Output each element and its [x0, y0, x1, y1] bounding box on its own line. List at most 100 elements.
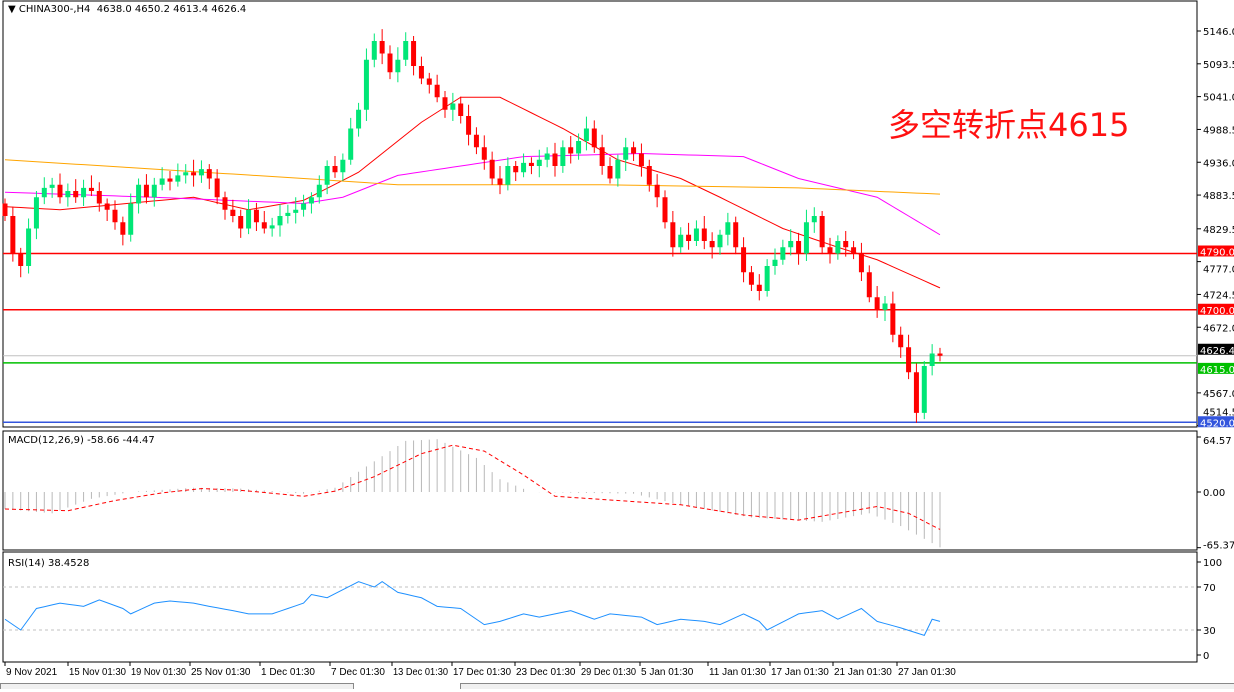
candle-body [206, 169, 212, 179]
price-tick-label: 4567.0 [1203, 389, 1234, 400]
level-tag [1198, 245, 1234, 257]
candle-body [536, 159, 542, 166]
candle-body [395, 59, 401, 73]
candle-body [764, 266, 770, 291]
candle-body [544, 153, 550, 160]
candle-body [913, 372, 919, 413]
candle-body [858, 253, 864, 273]
macd-panel [2, 430, 1198, 551]
candle-body [253, 209, 259, 223]
candle-body [96, 191, 102, 204]
date-tick-label: 23 Dec 01:30 [516, 667, 576, 678]
candle-body [356, 109, 362, 129]
bottom-tab[interactable] [0, 683, 354, 689]
candle-body [654, 184, 660, 198]
candle-body [316, 184, 322, 198]
candle-body [686, 234, 692, 241]
candle-body [387, 53, 393, 73]
candle-body [528, 162, 534, 166]
candle-body [741, 247, 747, 273]
candle-body [576, 141, 582, 154]
candle-body [670, 222, 676, 248]
price-tick-label: 5041.0 [1203, 93, 1234, 104]
candle-body [175, 175, 181, 182]
candle-body [198, 169, 204, 176]
candle-body [104, 203, 110, 210]
price-tick-label: 5093.5 [1203, 60, 1234, 71]
candle-body [772, 259, 778, 266]
candle-body [143, 184, 149, 198]
rsi-tick-label: 100 [1203, 558, 1222, 569]
price-tick-label: 4672.0 [1203, 323, 1234, 334]
candle-body [811, 216, 817, 223]
candle-body [929, 353, 935, 366]
rsi-tick-label: 0 [1203, 651, 1209, 662]
candle-body [874, 297, 880, 310]
candle-body [882, 303, 888, 310]
candle-body [128, 203, 134, 235]
price-tick-label: 4883.5 [1203, 191, 1234, 202]
symbol: CHINA300-,H4 [18, 4, 91, 15]
candle-body [599, 147, 605, 166]
candle-body [748, 272, 754, 285]
candle-body [33, 197, 39, 229]
candle-body [717, 234, 723, 248]
date-tick-label: 25 Nov 01:30 [191, 667, 251, 678]
candle-body [88, 187, 94, 191]
price-tick-label: 5146.0 [1203, 27, 1234, 38]
candle-body [843, 241, 849, 248]
candle-body [167, 178, 173, 182]
date-tick-label: 11 Jan 01:30 [709, 667, 766, 678]
candle-body [591, 128, 597, 148]
candle-body [332, 166, 338, 173]
candle-body [403, 41, 409, 60]
candle-body [709, 241, 715, 248]
candle-body [363, 59, 369, 110]
price-tick-label: 4514.5 [1203, 408, 1234, 419]
date-tick-label: 1 Dec 01:30 [261, 667, 315, 678]
candle-body [481, 147, 487, 160]
candle-body [866, 272, 872, 298]
candle-body [623, 147, 629, 160]
candle-body [269, 225, 275, 229]
candle-body [701, 228, 707, 241]
candle-body [324, 166, 330, 185]
candle-body [308, 197, 314, 204]
date-tick-label: 19 Nov 01:30 [131, 667, 186, 678]
macd-tick-label: 64.57 [1203, 436, 1232, 447]
date-tick-label: 9 Nov 2021 [6, 667, 58, 678]
candle-body [505, 166, 511, 185]
bottom-tab[interactable] [460, 683, 1234, 689]
candle-body [442, 97, 448, 110]
candle-body [340, 159, 346, 173]
candle-body [607, 166, 613, 179]
candle-body [780, 247, 786, 260]
candle-body [552, 153, 558, 166]
rsi-line [4, 581, 941, 636]
date-tick-label: 27 Jan 01:30 [898, 667, 956, 678]
candle-body [379, 41, 385, 54]
moving-average-line [4, 152, 941, 236]
macd-title: MACD(12,26,9) -58.66 -44.47 [8, 435, 155, 446]
date-tick-label: 13 Dec 01:30 [393, 667, 448, 678]
candle-body [10, 216, 16, 254]
candle-body [238, 216, 244, 229]
date-tick-label: 21 Jan 01:30 [834, 667, 892, 678]
price-tick-label: 4988.5 [1203, 125, 1234, 136]
candle-body [214, 178, 220, 198]
candle-body [41, 187, 47, 198]
candle-body [725, 222, 731, 235]
date-tick-label: 5 Jan 01:30 [641, 667, 694, 678]
candle-body [497, 178, 503, 185]
ohlc: 4638.0 4650.2 4613.4 4626.4 [96, 4, 247, 15]
candle-body [426, 78, 432, 85]
candle-body [136, 184, 142, 204]
candle-body [418, 66, 424, 79]
candle-body [222, 197, 228, 210]
candle-body [301, 203, 307, 210]
price-tick-label: 4724.5 [1203, 290, 1234, 301]
level-label: 4700.0 [1200, 306, 1234, 317]
candle-body [348, 128, 354, 160]
candle-body [112, 209, 118, 223]
